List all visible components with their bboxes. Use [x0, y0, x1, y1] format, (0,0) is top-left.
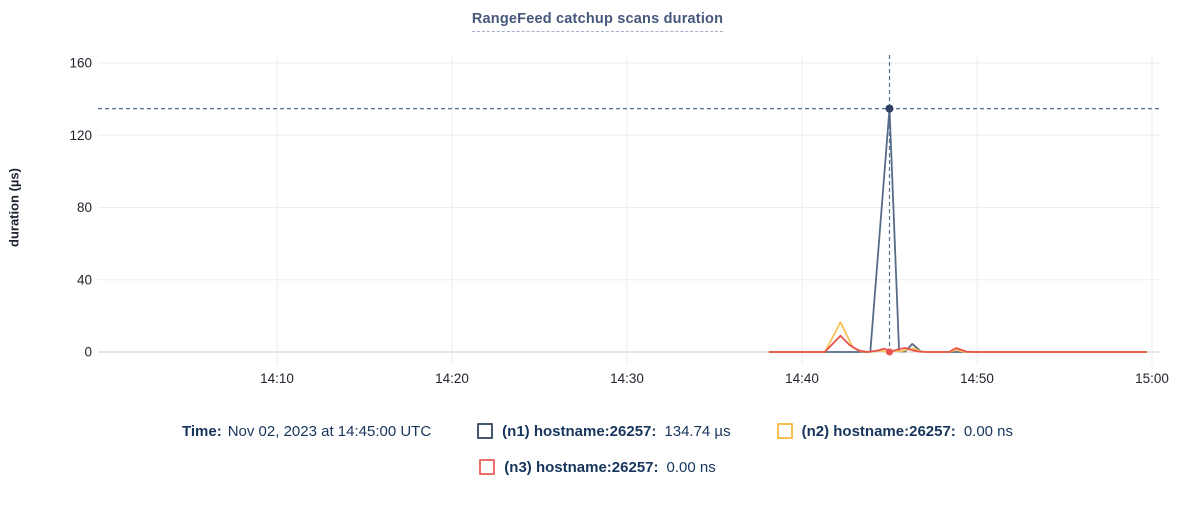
legend-label-n3: (n3) hostname:26257:	[504, 458, 659, 476]
legend-label-n2: (n2) hostname:26257:	[801, 422, 956, 440]
legend-value-n3: 0.00 ns	[666, 458, 716, 476]
chart-header: RangeFeed catchup scans duration	[0, 10, 1195, 32]
chart-plot-area[interactable]: 0 40 80 120 160 14:10 14:20 14:30 14:40 14:50 15:0…	[0, 0, 1195, 400]
series-line-n2[interactable]	[768, 321, 1147, 353]
y-tick-label: 40	[77, 272, 92, 287]
y-tick-label: 160	[69, 56, 92, 71]
chart-title[interactable]: RangeFeed catchup scans duration	[471, 11, 724, 32]
legend-time-label: Time:	[181, 422, 222, 440]
series-line-n1[interactable]	[768, 107, 1147, 353]
y-tick-label: 80	[77, 200, 92, 215]
y-tick-label: 0	[84, 345, 92, 360]
series-swatch-n2-icon	[776, 423, 793, 439]
legend-label-n1: (n1) hostname:26257:	[502, 422, 657, 440]
x-tick-label: 14:20	[435, 371, 469, 386]
series-swatch-n3-icon	[479, 459, 496, 475]
x-tick-label: 14:30	[610, 371, 644, 386]
legend-row-1: Time: Nov 02, 2023 at 14:45:00 UTC (n1) …	[0, 419, 1195, 443]
series-swatch-n1-icon	[477, 423, 494, 439]
legend-item-n2: (n2) hostname:26257: 0.00 ns	[776, 422, 1014, 440]
legend: Time: Nov 02, 2023 at 14:45:00 UTC (n1) …	[0, 419, 1195, 491]
legend-item-n3: (n3) hostname:26257: 0.00 ns	[479, 458, 716, 476]
legend-value-n1: 134.74 µs	[664, 422, 731, 440]
hover-dot-n1	[885, 104, 894, 113]
x-tick-label: 14:50	[960, 371, 994, 386]
x-tick-label: 14:10	[260, 371, 294, 386]
legend-row-2: (n3) hostname:26257: 0.00 ns	[0, 455, 1195, 479]
x-tick-label: 15:00	[1135, 371, 1169, 386]
series-line-n3[interactable]	[768, 334, 1147, 353]
legend-time: Time: Nov 02, 2023 at 14:45:00 UTC	[182, 423, 431, 440]
legend-item-n1: (n1) hostname:26257: 134.74 µs	[477, 422, 731, 440]
legend-value-n2: 0.00 ns	[963, 422, 1014, 440]
x-tick-label: 14:40	[785, 371, 819, 386]
hover-dot-n3	[886, 348, 893, 356]
y-tick-label: 120	[69, 128, 92, 143]
legend-time-value: Nov 02, 2023 at 14:45:00 UTC	[227, 422, 432, 440]
